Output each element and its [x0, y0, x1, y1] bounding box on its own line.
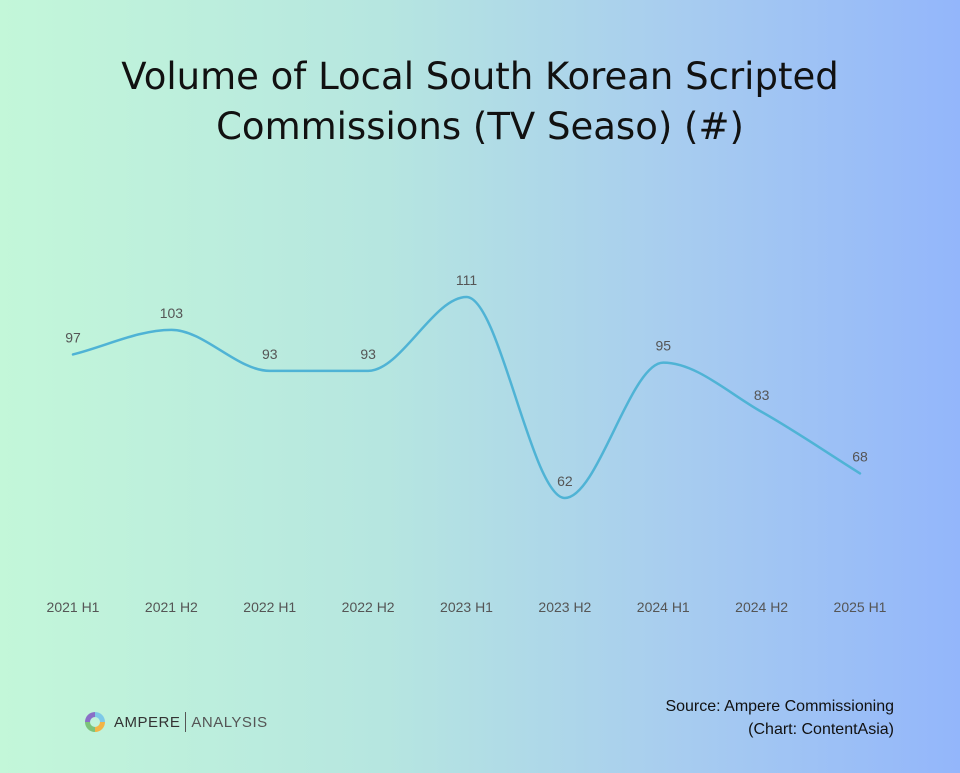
chart-credit-line: (Chart: ContentAsia) — [748, 721, 894, 738]
x-tick-label: 2022 H2 — [342, 599, 395, 615]
chart-title: Volume of Local South Korean Scripted Co… — [0, 52, 960, 152]
series-line — [71, 295, 862, 500]
x-tick-label: 2025 H1 — [834, 599, 887, 615]
source-note: Source: Ampere Commissioning (Chart: Con… — [665, 695, 894, 741]
x-tick-label: 2022 H1 — [243, 599, 296, 615]
data-label: 95 — [655, 338, 671, 354]
x-tick-label: 2021 H1 — [47, 599, 100, 615]
chart-title-line-1: Volume of Local South Korean Scripted — [121, 55, 839, 98]
ampere-ring-icon — [85, 712, 105, 732]
data-label: 111 — [456, 272, 477, 288]
logo-sub: ANALYSIS — [191, 713, 268, 731]
logo-divider — [185, 712, 187, 732]
ampere-analysis-logo: AMPERE ANALYSIS — [84, 710, 268, 734]
x-tick-label: 2023 H2 — [538, 599, 591, 615]
data-label: 97 — [65, 329, 81, 345]
data-label: 93 — [360, 346, 376, 362]
x-tick-label: 2023 H1 — [440, 599, 493, 615]
line-chart: 97 103 93 93 111 62 95 83 68 2021 H1 2021 H2 2022 H… — [47, 272, 887, 615]
chart-title-line-2: Commissions (TV Seaso) (#) — [216, 105, 744, 148]
x-tick-label: 2024 H1 — [637, 599, 690, 615]
x-tick-label: 2024 H2 — [735, 599, 788, 615]
data-label: 83 — [754, 387, 770, 403]
source-line: Source: Ampere Commissioning — [665, 698, 894, 715]
x-tick-label: 2021 H2 — [145, 599, 198, 615]
data-label: 93 — [262, 346, 278, 362]
data-label: 68 — [852, 448, 868, 464]
data-label: 103 — [160, 305, 184, 321]
logo-brand: AMPERE — [114, 713, 181, 731]
data-label: 62 — [557, 473, 573, 489]
